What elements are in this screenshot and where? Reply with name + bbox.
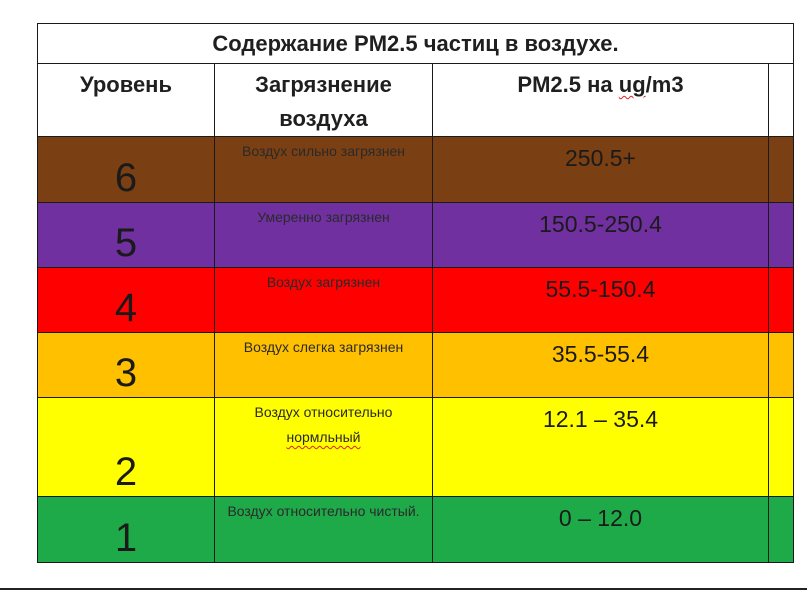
- range-cell: 55.5-150.4: [432, 267, 769, 333]
- table-title: Содержание PM2.5 частиц в воздухе.: [37, 23, 794, 64]
- description-cell: Воздух слегка загрязнен: [214, 332, 433, 398]
- header-pm25-prefix: PM2.5 на: [517, 72, 619, 97]
- table-row: 3 Воздух слегка загрязнен 35.5-55.4: [37, 332, 794, 398]
- table-row: 1 Воздух относительно чистый. 0 – 12.0: [37, 496, 794, 563]
- level-cell: 1: [37, 496, 215, 563]
- description-line-misspelled: нормльный: [286, 429, 361, 445]
- table-row: 2 Воздух относительно нормльный 12.1 – 35…: [37, 397, 794, 497]
- row-end-cell: [768, 496, 794, 563]
- description-cell: Умеренно загрязнен: [214, 202, 433, 268]
- bottom-divider: [0, 588, 807, 590]
- description-cell: Воздух загрязнен: [214, 267, 433, 333]
- range-cell: 250.5+: [432, 136, 769, 203]
- description-line: Воздух относительно: [254, 404, 393, 420]
- description-cell: Воздух относительно нормльный: [214, 397, 433, 497]
- header-pollution: Загрязнение воздуха: [214, 63, 433, 137]
- range-cell: 35.5-55.4: [432, 332, 769, 398]
- header-pm25: PM2.5 на ug/m3: [432, 63, 769, 137]
- description-cell: Воздух относительно чистый.: [214, 496, 433, 563]
- row-end-cell: [768, 332, 794, 398]
- header-pm25-unit: ug: [618, 72, 646, 97]
- row-end-cell: [768, 202, 794, 268]
- range-cell: 12.1 – 35.4: [432, 397, 769, 497]
- range-cell: 150.5-250.4: [432, 202, 769, 268]
- level-cell: 5: [37, 202, 215, 268]
- row-end-cell: [768, 267, 794, 333]
- row-end-cell: [768, 397, 794, 497]
- description-cell: Воздух сильно загрязнен: [214, 136, 433, 203]
- level-cell: 3: [37, 332, 215, 398]
- table-row: 6 Воздух сильно загрязнен 250.5+: [37, 136, 794, 203]
- header-pm25-suffix: /m3: [645, 72, 684, 97]
- level-cell: 2: [37, 397, 215, 497]
- table-row: 5 Умеренно загрязнен 150.5-250.4: [37, 202, 794, 268]
- header-blank: [768, 63, 794, 137]
- level-cell: 4: [37, 267, 215, 333]
- pm25-table: Содержание PM2.5 частиц в воздухе. Урове…: [37, 23, 794, 563]
- row-end-cell: [768, 136, 794, 203]
- header-level: Уровень: [37, 63, 215, 137]
- range-cell: 0 – 12.0: [432, 496, 769, 563]
- level-cell: 6: [37, 136, 215, 203]
- table-row: 4 Воздух загрязнен 55.5-150.4: [37, 267, 794, 333]
